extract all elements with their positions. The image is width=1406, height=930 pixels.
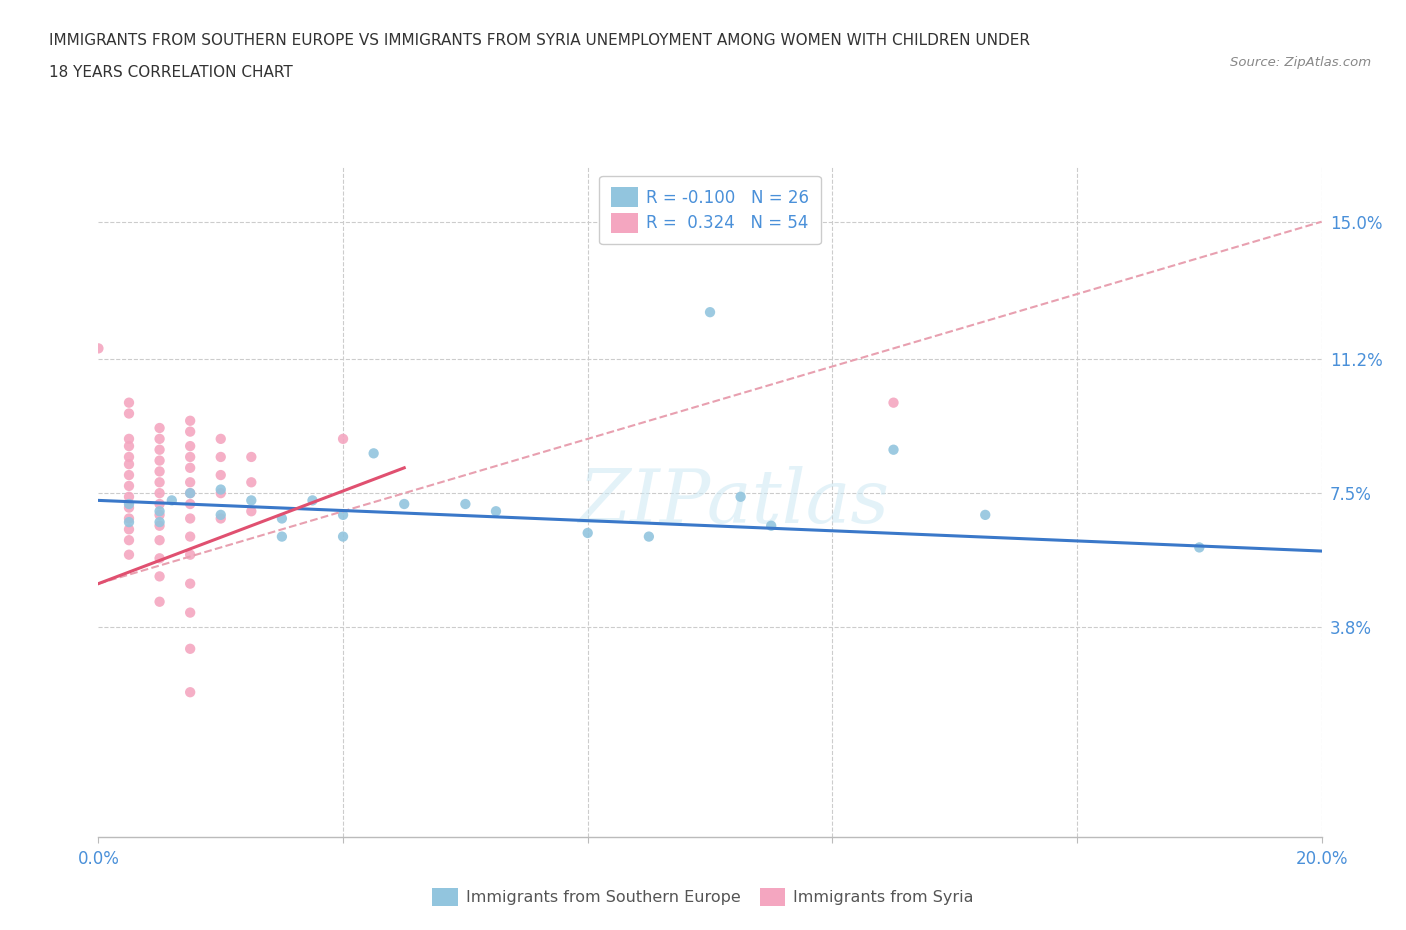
Point (179, 475, 201, 490)
Point (392, 497, 416, 512)
Point (118, 478, 141, 493)
Point (485, 504, 508, 519)
Point (149, 453, 172, 468)
Legend: Immigrants from Southern Europe, Immigrants from Syria: Immigrants from Southern Europe, Immigra… (426, 882, 980, 912)
Point (149, 497, 172, 512)
Point (576, 525, 599, 540)
Text: Source: ZipAtlas.com: Source: ZipAtlas.com (1230, 56, 1371, 69)
Point (149, 569, 172, 584)
Point (179, 497, 201, 512)
Point (209, 449, 232, 464)
Point (149, 533, 172, 548)
Point (209, 508, 232, 523)
Point (149, 485, 172, 500)
Point (118, 497, 141, 512)
Point (179, 577, 201, 591)
Point (118, 457, 141, 472)
Point (179, 529, 201, 544)
Point (118, 468, 141, 483)
Point (332, 529, 354, 544)
Point (118, 439, 141, 454)
Point (179, 642, 201, 657)
Point (179, 485, 201, 500)
Text: 18 YEARS CORRELATION CHART: 18 YEARS CORRELATION CHART (49, 65, 292, 80)
Point (160, 493, 183, 508)
Point (149, 443, 172, 458)
Point (209, 482, 232, 497)
Point (179, 512, 201, 526)
Point (209, 512, 232, 526)
Point (179, 460, 201, 475)
Point (179, 547, 201, 562)
Point (270, 512, 292, 526)
Point (209, 468, 232, 483)
Point (332, 508, 354, 523)
Point (118, 547, 141, 562)
Text: IMMIGRANTS FROM SOUTHERN EUROPE VS IMMIGRANTS FROM SYRIA UNEMPLOYMENT AMONG WOME: IMMIGRANTS FROM SOUTHERN EUROPE VS IMMIG… (49, 33, 1031, 47)
Point (87, 341, 110, 356)
Point (240, 449, 263, 464)
Point (363, 445, 385, 460)
Point (179, 485, 201, 500)
Point (149, 464, 172, 479)
Point (883, 395, 905, 410)
Point (240, 504, 263, 519)
Point (149, 504, 172, 519)
Point (179, 439, 201, 454)
Point (179, 684, 201, 699)
Point (637, 529, 661, 544)
Point (759, 518, 782, 533)
Point (240, 493, 263, 508)
Point (699, 305, 721, 320)
Point (118, 533, 141, 548)
Point (149, 508, 172, 523)
Point (118, 512, 141, 526)
Point (118, 489, 141, 504)
Point (118, 406, 141, 421)
Point (118, 449, 141, 464)
Point (883, 443, 905, 458)
Point (454, 497, 477, 512)
Point (149, 518, 172, 533)
Point (149, 514, 172, 529)
Point (209, 485, 232, 500)
Point (209, 432, 232, 446)
Point (149, 594, 172, 609)
Point (179, 449, 201, 464)
Text: ZIPatlas: ZIPatlas (579, 466, 890, 538)
Point (149, 475, 172, 490)
Point (118, 522, 141, 537)
Legend: R = -0.100   N = 26, R =  0.324   N = 54: R = -0.100 N = 26, R = 0.324 N = 54 (599, 176, 821, 245)
Point (149, 432, 172, 446)
Point (118, 514, 141, 529)
Point (332, 432, 354, 446)
Point (730, 489, 752, 504)
Point (149, 551, 172, 565)
Point (179, 424, 201, 439)
Point (1188, 540, 1211, 555)
Point (118, 395, 141, 410)
Point (974, 508, 997, 523)
Point (118, 432, 141, 446)
Point (179, 413, 201, 428)
Point (240, 475, 263, 490)
Point (179, 605, 201, 620)
Point (301, 493, 323, 508)
Point (118, 500, 141, 515)
Point (270, 529, 292, 544)
Point (149, 420, 172, 435)
